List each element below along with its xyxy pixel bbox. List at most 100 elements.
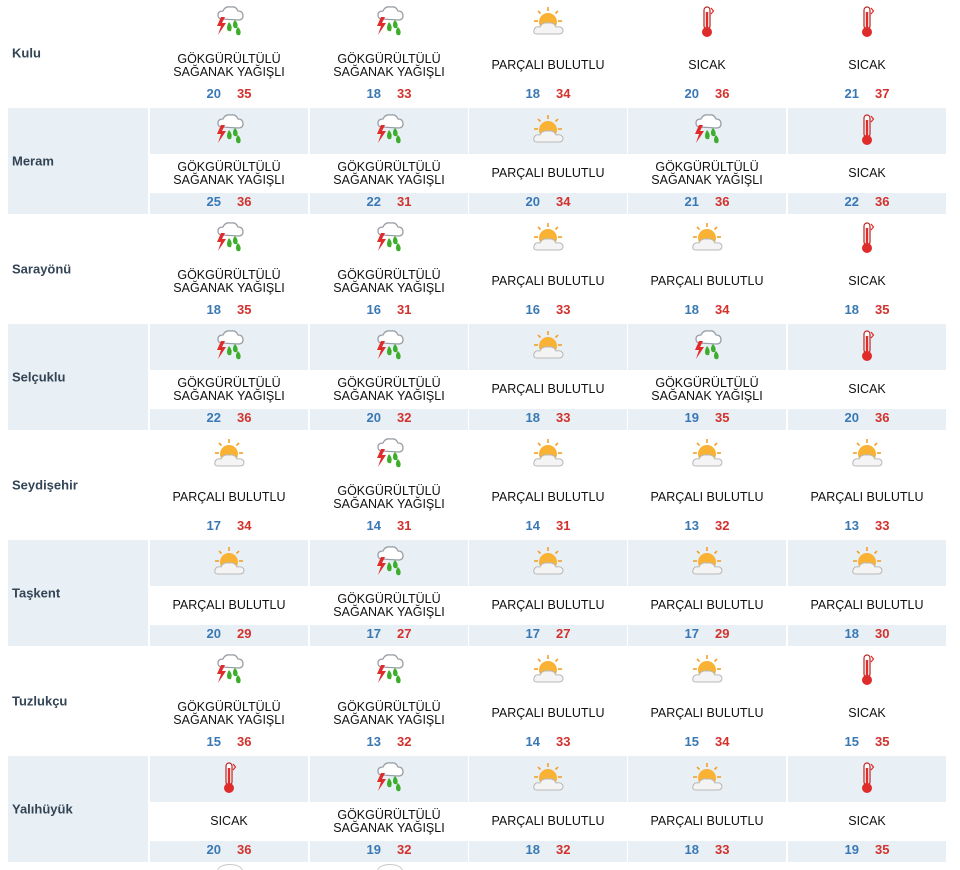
low-temp: 18: [844, 302, 859, 317]
thunderstorm-icon: [372, 220, 406, 256]
day-forecast-cell: GÖKGÜRÜLTÜLÜ SAĞANAK YAĞIŞLI 18 33: [310, 0, 468, 106]
temperature-range: 22 36: [788, 194, 946, 209]
low-temp: 16: [366, 302, 381, 317]
condition-label-box: GÖKGÜRÜLTÜLÜ SAĞANAK YAĞIŞLI: [310, 262, 468, 301]
temperature-range: 14 31: [310, 518, 468, 533]
temp-band: [469, 193, 627, 214]
low-temp: 14: [525, 518, 540, 533]
low-temp: 18: [684, 842, 699, 857]
day-forecast-cell: SICAK 18 35: [788, 216, 946, 322]
low-temp: 20: [206, 86, 221, 101]
city-name: Seydişehir: [12, 477, 78, 493]
temp-band: [150, 625, 308, 646]
condition-label: GÖKGÜRÜLTÜLÜ SAĞANAK YAĞIŞLI: [173, 699, 285, 727]
condition-label-box: PARÇALI BULUTLU: [469, 370, 627, 409]
temperature-range: 13 32: [310, 734, 468, 749]
temperature-range: 19 35: [628, 410, 786, 425]
condition-label-box: PARÇALI BULUTLU: [788, 586, 946, 625]
thunderstorm-icon: [372, 328, 406, 364]
day-forecast-cell: GÖKGÜRÜLTÜLÜ SAĞANAK YAĞIŞLI 19 32: [310, 756, 468, 862]
low-temp: 19: [366, 842, 381, 857]
temp-band: [788, 193, 946, 214]
day-forecast-cell: PARÇALI BULUTLU 17 27: [469, 540, 627, 646]
condition-label: GÖKGÜRÜLTÜLÜ SAĞANAK YAĞIŞLI: [173, 159, 285, 187]
low-temp: 13: [844, 518, 859, 533]
city-name: Yalıhüyük: [12, 801, 73, 817]
day-forecast-cell: GÖKGÜRÜLTÜLÜ SAĞANAK YAĞIŞLI 21 36: [628, 108, 786, 214]
condition-label-box: SICAK: [788, 694, 946, 733]
temperature-range: 19 35: [788, 842, 946, 857]
thunderstorm-icon: [372, 112, 406, 148]
city-cell: Tuzlukçu: [8, 648, 148, 754]
temperature-range: 17 34: [150, 518, 308, 533]
temp-band: [628, 625, 786, 646]
condition-label: SICAK: [848, 274, 886, 288]
high-temp: 34: [715, 302, 730, 317]
condition-label-box: PARÇALI BULUTLU: [628, 802, 786, 841]
condition-label-box: GÖKGÜRÜLTÜLÜ SAĞANAK YAĞIŞLI: [310, 802, 468, 841]
low-temp: 18: [525, 86, 540, 101]
city-name: Sarayönü: [12, 261, 72, 277]
city-cell: Meram: [8, 108, 148, 214]
thunderstorm-icon: [212, 328, 246, 364]
high-temp: 36: [237, 734, 252, 749]
condition-label: PARÇALI BULUTLU: [491, 706, 605, 720]
temp-band: [150, 193, 308, 214]
temperature-range: 22 31: [310, 194, 468, 209]
thermometer-icon: [850, 220, 884, 256]
high-temp: 31: [556, 518, 571, 533]
condition-label: PARÇALI BULUTLU: [491, 382, 605, 396]
condition-label: GÖKGÜRÜLTÜLÜ SAĞANAK YAĞIŞLI: [651, 159, 763, 187]
low-temp: 13: [366, 734, 381, 749]
low-temp: 17: [525, 626, 540, 641]
day-forecast-cell: SICAK 22 36: [788, 108, 946, 214]
high-temp: 27: [397, 626, 412, 641]
condition-label-box: GÖKGÜRÜLTÜLÜ SAĞANAK YAĞIŞLI: [628, 154, 786, 193]
day-forecast-cell: PARÇALI BULUTLU 13 33: [788, 432, 946, 538]
forecast-row: Yalıhüyük SICAK 20 36 GÖKGÜRÜLTÜLÜ SAĞANAK Y…: [0, 756, 960, 864]
low-temp: 13: [684, 518, 699, 533]
condition-label: PARÇALI BULUTLU: [650, 274, 764, 288]
temp-band: [469, 841, 627, 862]
temperature-range: 20 36: [628, 86, 786, 101]
high-temp: 34: [715, 734, 730, 749]
day-forecast-cell: PARÇALI BULUTLU 15 34: [628, 648, 786, 754]
condition-label-box: PARÇALI BULUTLU: [469, 802, 627, 841]
high-temp: 33: [715, 842, 730, 857]
condition-label-box: PARÇALI BULUTLU: [628, 478, 786, 517]
condition-label: PARÇALI BULUTLU: [491, 814, 605, 828]
high-temp: 34: [556, 86, 571, 101]
thunderstorm-icon: [372, 760, 406, 796]
low-temp: 21: [844, 86, 859, 101]
temp-band: [310, 625, 468, 646]
temp-band: [469, 409, 627, 430]
condition-label-box: PARÇALI BULUTLU: [469, 154, 627, 193]
city-cell: Seydişehir: [8, 432, 148, 538]
high-temp: 27: [556, 626, 571, 641]
day-forecast-cell: GÖKGÜRÜLTÜLÜ SAĞANAK YAĞIŞLI 16 31: [310, 216, 468, 322]
day-forecast-cell: PARÇALI BULUTLU 18 33: [628, 756, 786, 862]
condition-label: GÖKGÜRÜLTÜLÜ SAĞANAK YAĞIŞLI: [173, 267, 285, 295]
condition-label-box: PARÇALI BULUTLU: [150, 586, 308, 625]
high-temp: 31: [397, 518, 412, 533]
low-temp: 16: [525, 302, 540, 317]
temperature-range: 16 33: [469, 302, 627, 317]
day-forecast-cell: GÖKGÜRÜLTÜLÜ SAĞANAK YAĞIŞLI 22 36: [150, 324, 308, 430]
high-temp: 33: [556, 734, 571, 749]
condition-label: GÖKGÜRÜLTÜLÜ SAĞANAK YAĞIŞLI: [333, 483, 445, 511]
low-temp: 20: [684, 86, 699, 101]
day-forecast-cell: GÖKGÜRÜLTÜLÜ SAĞANAK YAĞIŞLI 20 35: [150, 0, 308, 106]
thunderstorm-icon: [372, 652, 406, 688]
condition-label-box: SICAK: [628, 46, 786, 85]
low-temp: 17: [206, 518, 221, 533]
condition-label-box: PARÇALI BULUTLU: [788, 478, 946, 517]
condition-label-box: GÖKGÜRÜLTÜLÜ SAĞANAK YAĞIŞLI: [150, 154, 308, 193]
high-temp: 32: [397, 842, 412, 857]
temperature-range: 20 36: [788, 410, 946, 425]
temperature-range: 18 35: [150, 302, 308, 317]
temperature-range: 21 36: [628, 194, 786, 209]
condition-label-box: GÖKGÜRÜLTÜLÜ SAĞANAK YAĞIŞLI: [310, 370, 468, 409]
low-temp: 21: [684, 194, 699, 209]
temperature-range: 15 34: [628, 734, 786, 749]
condition-label-box: GÖKGÜRÜLTÜLÜ SAĞANAK YAĞIŞLI: [150, 370, 308, 409]
